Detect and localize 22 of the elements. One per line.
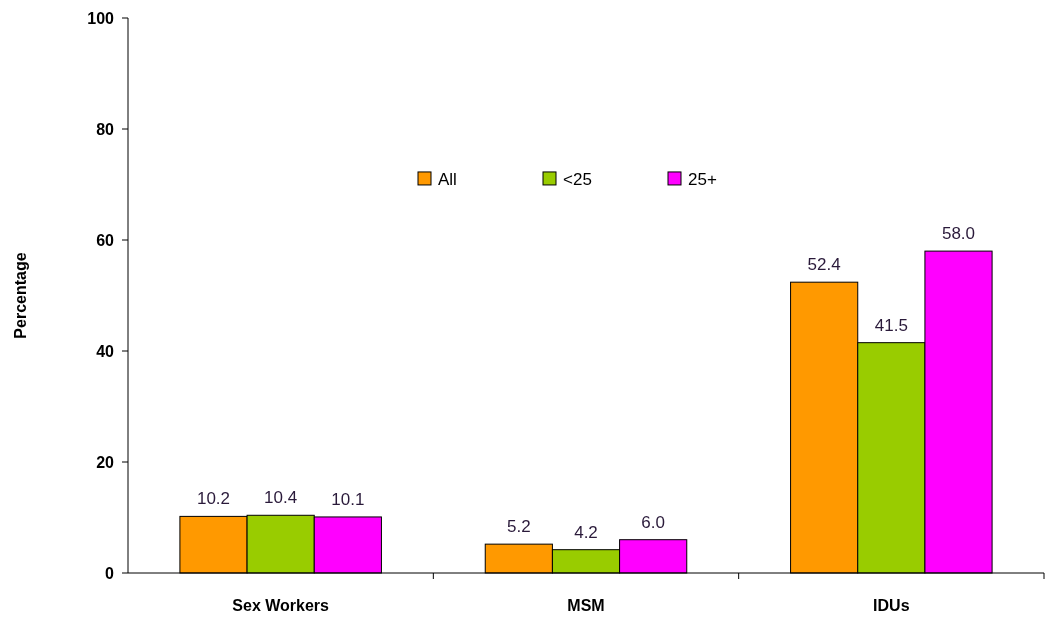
text: 10.2 (196, 489, 231, 509)
x-tick-label: IDUs (873, 597, 910, 614)
text: 52.4 (807, 255, 841, 275)
y-tick-label: 80 (96, 120, 115, 138)
text: 5.2 (507, 517, 531, 537)
x-tick-label: Sex Workers (232, 597, 330, 614)
y-tick-label: 0 (105, 564, 115, 582)
text: 4.2 (574, 522, 598, 542)
y-axis-title: Percentage (12, 252, 29, 339)
y-tick-label: 60 (96, 231, 115, 249)
x-tick-label: MSM (567, 597, 605, 614)
text: 58.0 (941, 224, 976, 244)
legend-label: <25 (563, 169, 592, 189)
legend-label: 25+ (688, 169, 717, 189)
legend-label: All (438, 169, 457, 189)
y-tick-label: 100 (87, 9, 115, 27)
y-tick-label: 40 (96, 342, 115, 360)
text: 41.5 (874, 315, 908, 335)
text: 10.1 (331, 489, 365, 509)
y-tick-label: 20 (96, 453, 115, 471)
text: 10.4 (264, 488, 298, 508)
text: 6.0 (641, 512, 665, 532)
